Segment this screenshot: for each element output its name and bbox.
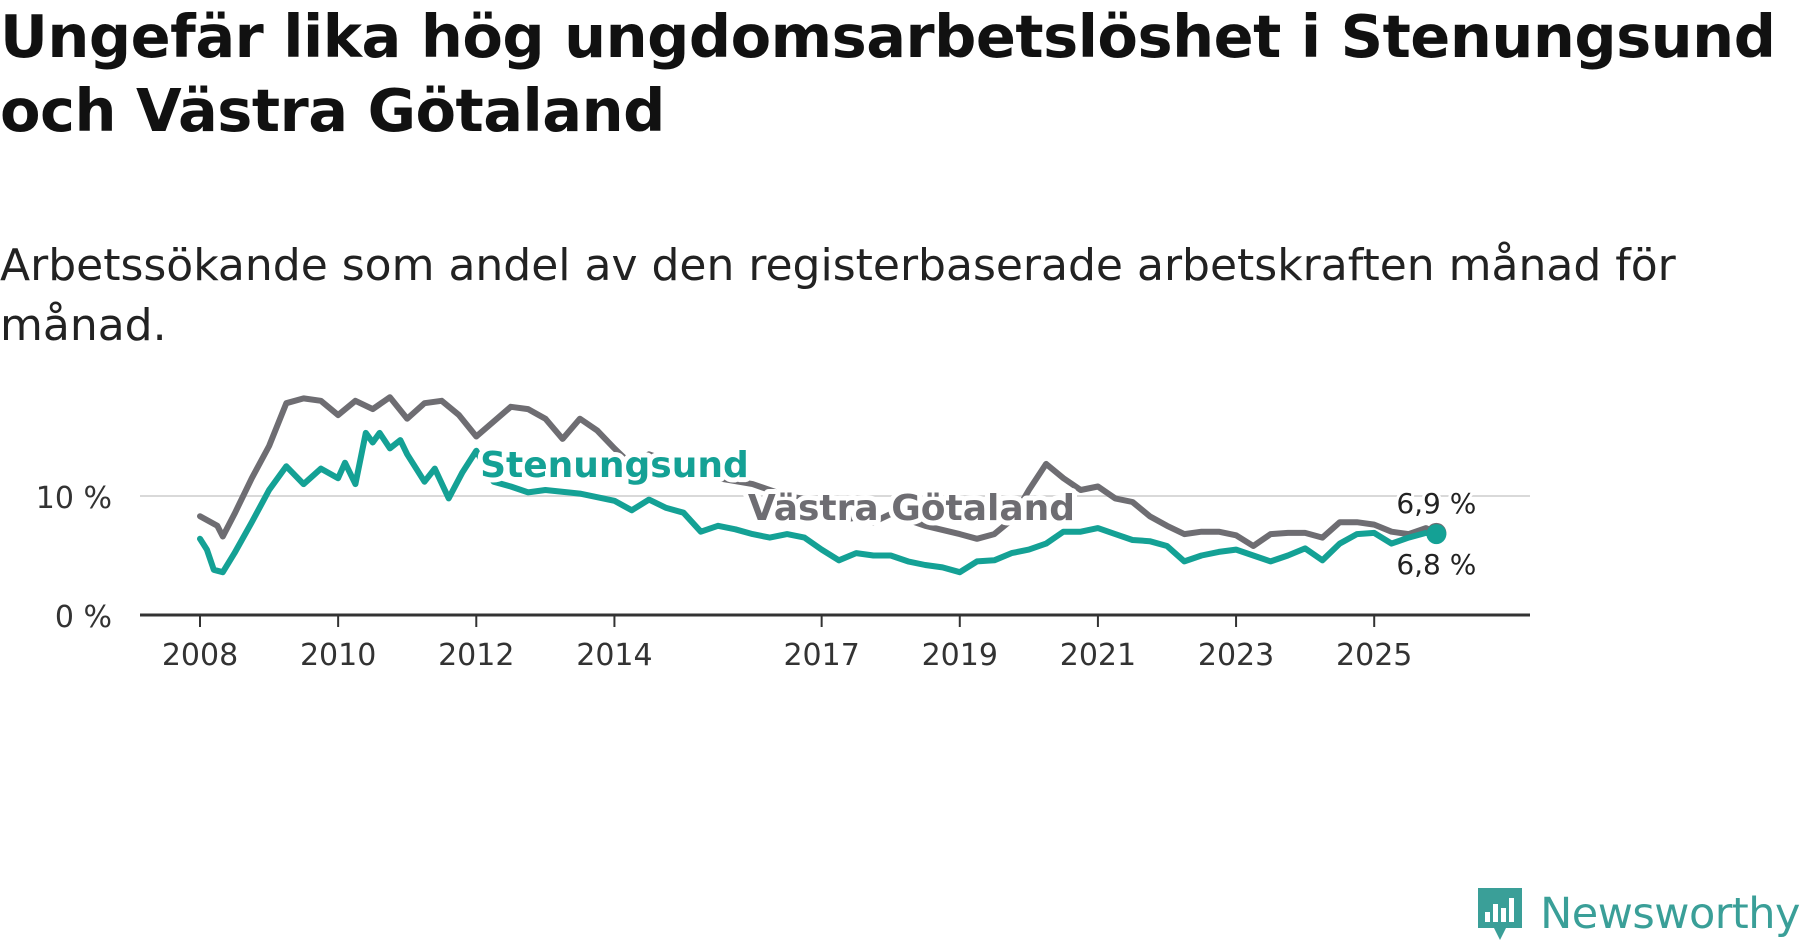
end-labels: 6,9 % 6,8 %	[1393, 484, 1479, 584]
y-tick-label: 0 %	[55, 600, 112, 635]
y-tick-label: 10 %	[36, 481, 112, 516]
series-line-stenungsund	[197, 429, 1440, 576]
line-chart: 0 % 10 % 20 % 2008 2010 2012 2014 2017 2019 2021…	[36, 390, 1530, 673]
x-tick-label: 2017	[783, 638, 859, 673]
series-group	[197, 394, 1447, 576]
end-label-vastra-gotaland: 6,9 %	[1396, 487, 1476, 520]
x-tick-label: 2023	[1198, 638, 1274, 673]
newsworthy-logo-icon	[1478, 888, 1523, 940]
series-line-v-stra-g-taland	[197, 394, 1440, 549]
series-annotation: Västra Götaland	[748, 488, 1075, 529]
chart-subtitle: Arbetssökande som andel av den registerb…	[0, 240, 1676, 351]
x-tick-label: 2014	[576, 638, 652, 673]
end-label-stenungsund: 6,8 %	[1396, 548, 1476, 581]
x-tick-label: 2021	[1060, 638, 1136, 673]
x-tick-label: 2012	[438, 638, 514, 673]
series-annotation: Stenungsund	[480, 445, 749, 486]
x-axis: 2008 2010 2012 2014 2017 2019 2021 2023 2025	[140, 613, 1530, 673]
chart-title: Ungefär lika hög ungdomsarbetslöshet i S…	[0, 2, 1776, 145]
x-tick-label: 2010	[300, 638, 376, 673]
y-axis: 0 % 10 % 20 %	[36, 390, 112, 635]
brand-name: Newsworthy	[1540, 889, 1800, 939]
grid-lines	[140, 495, 1530, 497]
y-tick-label: 20 %	[36, 390, 112, 397]
x-tick-label: 2019	[922, 638, 998, 673]
end-dot	[1426, 524, 1447, 545]
x-tick-label: 2025	[1336, 638, 1412, 673]
x-tick-label: 2008	[162, 638, 238, 673]
newsworthy-logo: Newsworthy	[1474, 880, 1800, 948]
